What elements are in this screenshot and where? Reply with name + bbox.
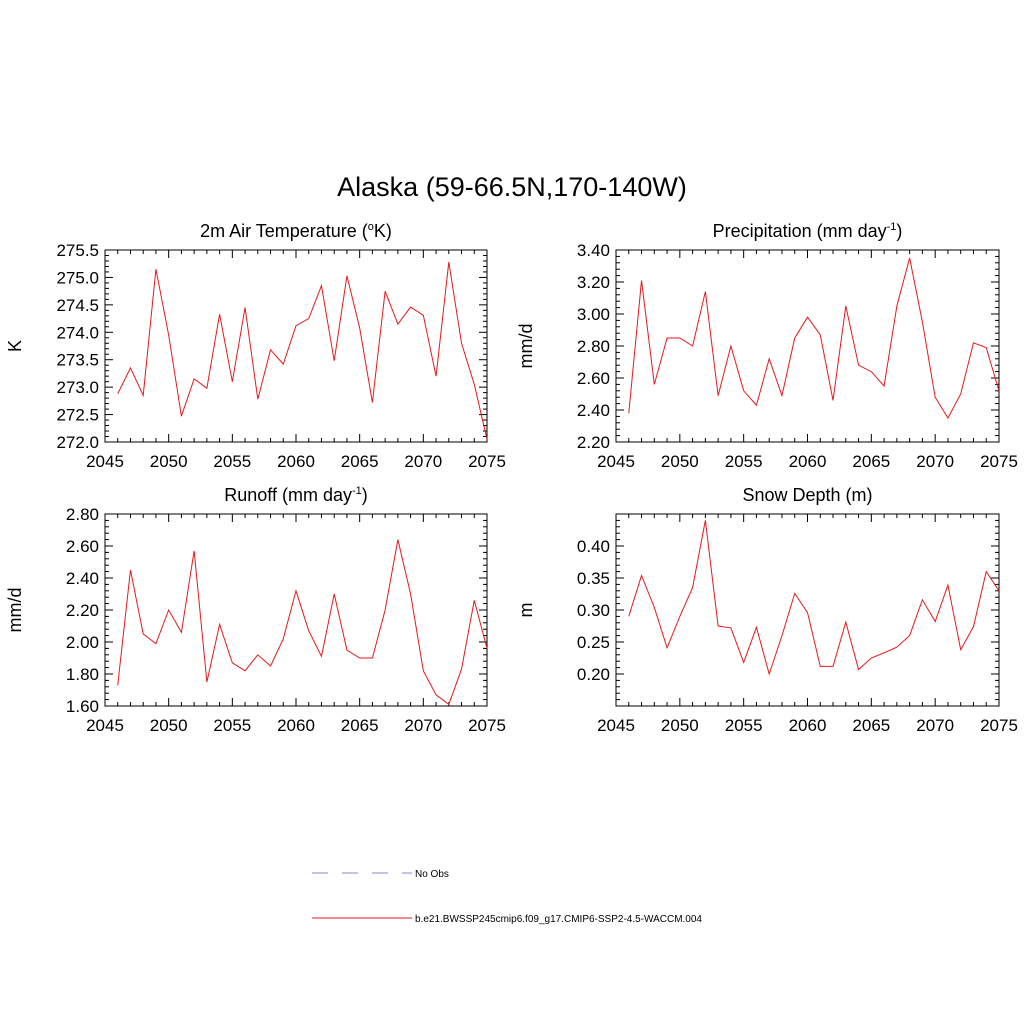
- snow-depth-y-axis-label: m: [516, 603, 536, 618]
- runoff-x-tick-label: 2060: [277, 716, 315, 735]
- legend-obs-label: No Obs: [415, 869, 449, 880]
- precipitation-title-main: Precipitation (mm day: [713, 221, 887, 241]
- precipitation-title-tail: ): [896, 221, 902, 241]
- air-temperature-y-tick-label: 275.5: [56, 241, 99, 260]
- snow-depth-x-tick-label: 2050: [661, 716, 699, 735]
- runoff-plot-frame: [105, 514, 487, 706]
- runoff-y-tick-label: 1.60: [66, 697, 99, 716]
- runoff-x-tick-label: 2045: [86, 716, 124, 735]
- runoff-x-tick-label: 2065: [341, 716, 379, 735]
- snow-depth-y-tick-label: 0.30: [577, 601, 610, 620]
- panel-air-temperature: 2m Air Temperature (oK) 2045 2050 2055 2060 2…: [5, 221, 506, 471]
- precipitation-title-sup: -1: [887, 221, 897, 233]
- snow-depth-title: Snow Depth (m): [742, 485, 872, 505]
- precipitation-title: Precipitation (mm day-1): [713, 221, 903, 241]
- air-temperature-title-tail: K): [374, 221, 392, 241]
- air-temperature-y-tick-label: 274.0: [56, 323, 99, 342]
- air-temperature-x-tick-label: 2060: [277, 452, 315, 471]
- legend-model-label: b.e21.BWSSP245cmip6.f09_g17.CMIP6-SSP2-4…: [415, 914, 702, 925]
- precipitation-y-tick-label: 3.40: [577, 241, 610, 260]
- precipitation-x-tick-label: 2055: [725, 452, 763, 471]
- snow-depth-x-tick-label: 2055: [725, 716, 763, 735]
- runoff-series-line: [118, 540, 487, 705]
- main-title: Alaska (59-66.5N,170-140W): [337, 172, 687, 202]
- air-temperature-x-tick-label: 2070: [404, 452, 442, 471]
- runoff-title-sup: -1: [352, 485, 362, 497]
- precipitation-x-tick-label: 2070: [916, 452, 954, 471]
- runoff-x-tick-label: 2075: [468, 716, 506, 735]
- legend: No Obs b.e21.BWSSP245cmip6.f09_g17.CMIP6…: [312, 869, 702, 925]
- air-temperature-y-tick-label: 272.5: [56, 406, 99, 425]
- air-temperature-x-tick-label: 2055: [213, 452, 251, 471]
- runoff-y-tick-label: 1.80: [66, 665, 99, 684]
- snow-depth-x-tick-label: 2065: [852, 716, 890, 735]
- precipitation-x-tick-label: 2060: [789, 452, 827, 471]
- snow-depth-plot-frame: [616, 514, 999, 706]
- panel-precipitation: Precipitation (mm day-1) 2045 2050 2055 2060…: [516, 221, 1018, 471]
- precipitation-y-tick-label: 2.20: [577, 433, 610, 452]
- air-temperature-series-line: [118, 262, 487, 439]
- snow-depth-x-tick-label: 2075: [980, 716, 1018, 735]
- air-temperature-x-tick-label: 2045: [86, 452, 124, 471]
- snow-depth-y-tick-label: 0.25: [577, 633, 610, 652]
- snow-depth-y-tick-label: 0.40: [577, 537, 610, 556]
- precipitation-y-axis-label: mm/d: [516, 324, 536, 369]
- air-temperature-y-tick-label: 272.0: [56, 433, 99, 452]
- air-temperature-y-tick-label: 275.0: [56, 268, 99, 287]
- precipitation-x-tick-label: 2075: [980, 452, 1018, 471]
- precipitation-plot-frame: [616, 250, 999, 442]
- precipitation-y-tick-label: 2.80: [577, 337, 610, 356]
- precipitation-y-tick-label: 3.20: [577, 273, 610, 292]
- runoff-x-tick-label: 2055: [213, 716, 251, 735]
- air-temperature-y-axis-label: K: [5, 340, 25, 352]
- panel-runoff: Runoff (mm day-1) 2045 2050 2055 2060 2065 207…: [5, 485, 506, 735]
- snow-depth-x-tick-label: 2070: [916, 716, 954, 735]
- runoff-y-tick-label: 2.00: [66, 633, 99, 652]
- runoff-y-tick-label: 2.20: [66, 601, 99, 620]
- air-temperature-x-tick-label: 2050: [150, 452, 188, 471]
- air-temperature-y-tick-label: 273.0: [56, 378, 99, 397]
- air-temperature-title-main: 2m Air Temperature (: [200, 221, 368, 241]
- panel-snow-depth: Snow Depth (m) 2045 2050 2055 2060 2065 2070 20…: [516, 485, 1018, 735]
- air-temperature-y-tick-label: 273.5: [56, 351, 99, 370]
- precipitation-y-tick-label: 2.60: [577, 369, 610, 388]
- precipitation-x-tick-label: 2065: [852, 452, 890, 471]
- snow-depth-title-main: Snow Depth (m): [742, 485, 872, 505]
- runoff-x-tick-label: 2050: [150, 716, 188, 735]
- snow-depth-x-tick-label: 2060: [789, 716, 827, 735]
- precipitation-x-tick-label: 2045: [597, 452, 635, 471]
- runoff-y-tick-label: 2.40: [66, 569, 99, 588]
- precipitation-y-tick-label: 2.40: [577, 401, 610, 420]
- air-temperature-x-tick-label: 2075: [468, 452, 506, 471]
- runoff-y-tick-label: 2.80: [66, 505, 99, 524]
- snow-depth-y-tick-label: 0.20: [577, 665, 610, 684]
- precipitation-x-tick-label: 2050: [661, 452, 699, 471]
- runoff-x-tick-label: 2070: [404, 716, 442, 735]
- air-temperature-y-tick-label: 274.5: [56, 296, 99, 315]
- runoff-title: Runoff (mm day-1): [224, 485, 368, 505]
- snow-depth-y-tick-label: 0.35: [577, 569, 610, 588]
- runoff-y-axis-label: mm/d: [5, 588, 25, 633]
- runoff-y-tick-label: 2.60: [66, 537, 99, 556]
- precipitation-y-tick-label: 3.00: [577, 305, 610, 324]
- snow-depth-series-line: [629, 520, 999, 674]
- runoff-title-main: Runoff (mm day: [224, 485, 352, 505]
- precipitation-series-line: [629, 258, 999, 418]
- air-temperature-title: 2m Air Temperature (oK): [200, 221, 392, 241]
- runoff-title-tail: ): [362, 485, 368, 505]
- snow-depth-x-tick-label: 2045: [597, 716, 635, 735]
- air-temperature-x-tick-label: 2065: [341, 452, 379, 471]
